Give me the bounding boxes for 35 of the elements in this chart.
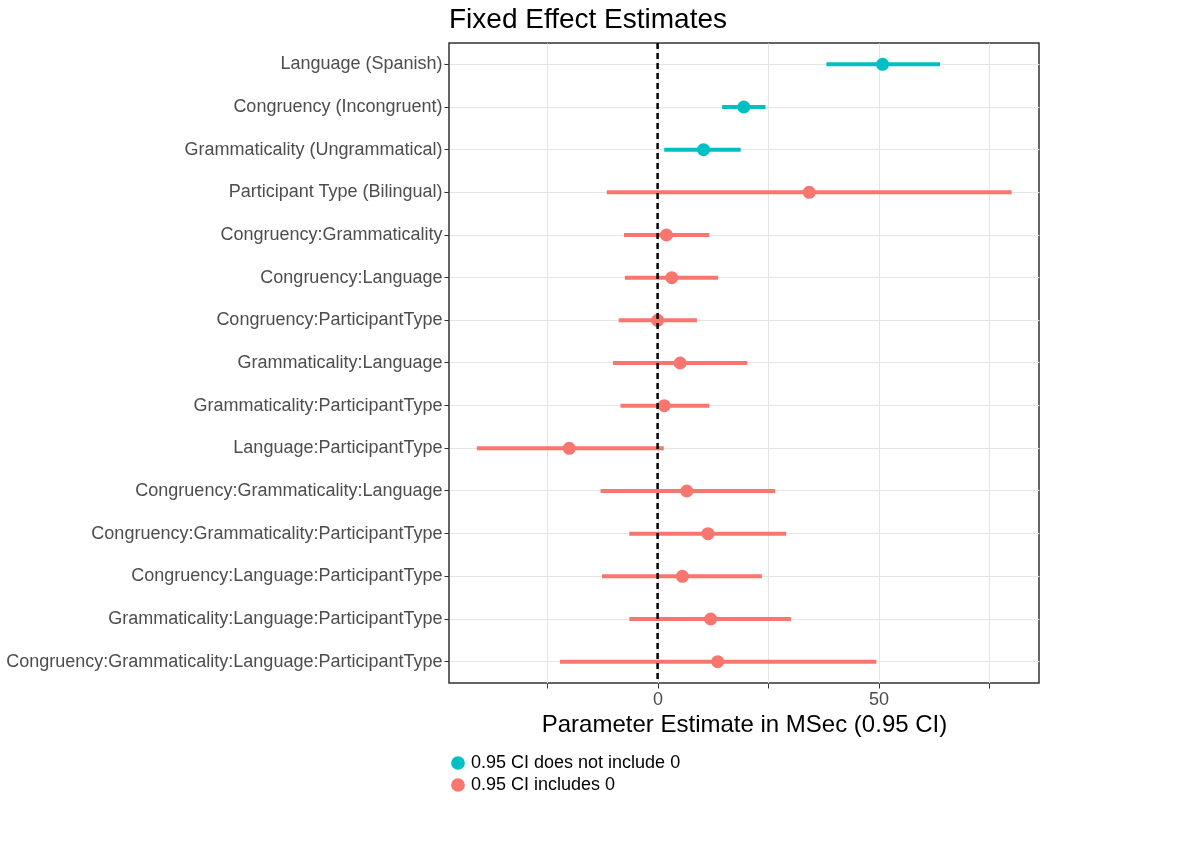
y-tick-label: Grammaticality:Language (237, 352, 443, 372)
y-tick-label: Congruency:Grammaticality:ParticipantType (91, 522, 443, 543)
y-tick-label: Grammaticality:Language:ParticipantType (108, 608, 443, 628)
point (802, 185, 816, 199)
y-tick-label: Congruency:ParticipantType (216, 309, 443, 330)
point (701, 527, 715, 541)
point (659, 228, 673, 242)
point (657, 399, 671, 413)
point (876, 57, 890, 71)
x-tick-label: 0 (653, 688, 664, 709)
legend-label: 0.95 CI includes 0 (471, 774, 616, 794)
point (673, 356, 687, 370)
point (737, 100, 751, 114)
point (562, 441, 576, 455)
y-tick-label: Grammaticality (Ungrammatical) (184, 138, 443, 159)
y-tick-label: Congruency:Grammaticality:Language:ParticipantType (6, 650, 443, 671)
point (711, 655, 725, 669)
point (697, 143, 711, 157)
point (704, 612, 718, 626)
y-tick-label: Language (Spanish) (280, 53, 443, 74)
chart-title: Fixed Effect Estimates (449, 2, 728, 34)
legend-label: 0.95 CI does not include 0 (471, 752, 681, 772)
y-tick-label: Grammaticality:ParticipantType (193, 394, 443, 415)
y-tick-label: Congruency:Language (260, 266, 443, 287)
y-tick-label: Congruency:Language:ParticipantType (131, 565, 443, 586)
y-tick-label: Language:ParticipantType (233, 437, 443, 458)
y-tick-label: Congruency:Grammaticality:Language (135, 480, 443, 500)
point (665, 271, 679, 285)
y-tick-label: Congruency (Incongruent) (233, 96, 443, 116)
y-tick-label: Congruency:Grammaticality (220, 224, 443, 244)
x-axis-title: Parameter Estimate in MSec (0.95 CI) (541, 709, 948, 737)
point (680, 484, 694, 498)
x-tick-label: 50 (869, 688, 890, 709)
y-tick-label: Participant Type (Bilingual) (228, 181, 443, 202)
point (675, 569, 689, 583)
